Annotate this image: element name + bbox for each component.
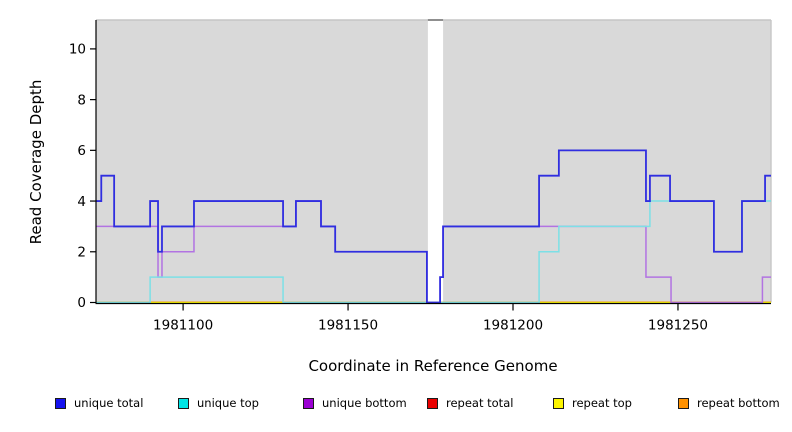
legend-label-unique-bottom: unique bottom xyxy=(322,396,407,410)
legend-label-repeat-bottom: repeat bottom xyxy=(697,396,780,410)
legend-label-repeat-total: repeat total xyxy=(446,396,514,410)
legend-label-repeat-top: repeat top xyxy=(572,396,632,410)
legend-swatch-unique-total xyxy=(55,397,66,409)
y-tick-label-2: 2 xyxy=(77,245,86,261)
x-tick-label-1981100: 1981100 xyxy=(153,318,213,334)
legend-item-repeat-top: repeat top xyxy=(553,394,632,412)
x-tick-label-1981200: 1981200 xyxy=(483,318,543,334)
x-axis-title: Coordinate in Reference Genome xyxy=(308,357,558,375)
legend-swatch-repeat-top xyxy=(553,397,564,409)
legend-item-unique-bottom: unique bottom xyxy=(303,394,407,412)
legend-label-unique-top: unique top xyxy=(197,396,259,410)
series-line-unique-total xyxy=(96,149,771,304)
y-tick-label-8: 8 xyxy=(77,92,86,108)
y-tick-label-0: 0 xyxy=(77,295,86,311)
legend-item-repeat-total: repeat total xyxy=(427,394,513,412)
legend-swatch-unique-top xyxy=(178,397,189,409)
y-tick-label-10: 10 xyxy=(69,42,86,58)
x-tick-label-1981150: 1981150 xyxy=(318,318,378,334)
coverage-gap-band xyxy=(427,20,444,304)
legend: unique total unique top unique bottom repea… xyxy=(0,394,792,418)
legend-item-repeat-bottom: repeat bottom xyxy=(678,394,780,412)
y-tick-label-4: 4 xyxy=(77,194,86,210)
legend-label-unique-total: unique total xyxy=(74,396,144,410)
legend-item-unique-top: unique top xyxy=(178,394,259,412)
y-axis-title: Read Coverage Depth xyxy=(27,79,45,245)
y-tick-label-6: 6 xyxy=(77,143,86,159)
legend-swatch-unique-bottom xyxy=(303,397,314,409)
legend-item-unique-total: unique total xyxy=(55,394,143,412)
legend-swatch-repeat-total xyxy=(427,397,438,409)
legend-swatch-repeat-bottom xyxy=(678,397,689,409)
x-tick-label-1981250: 1981250 xyxy=(648,318,708,334)
